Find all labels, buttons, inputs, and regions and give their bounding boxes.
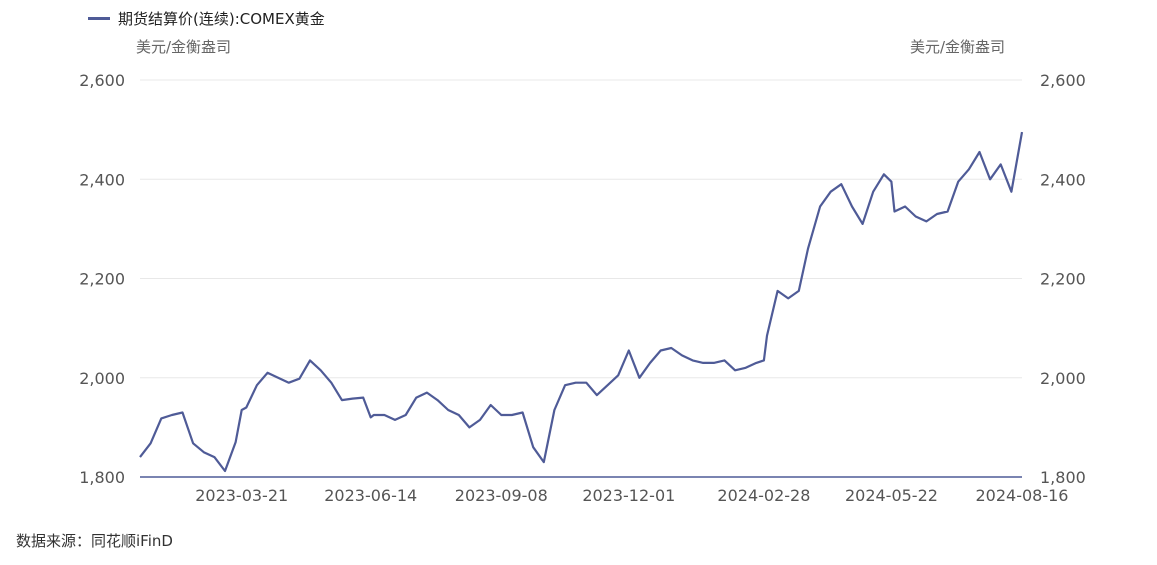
legend-line-swatch <box>88 17 110 20</box>
y-tick-label-left: 1,800 <box>79 468 125 487</box>
chart-legend: 期货结算价(连续):COMEX黄金 <box>88 8 325 29</box>
x-tick-label: 2024-08-16 <box>976 486 1069 505</box>
right-axis-unit: 美元/金衡盎司 <box>910 38 1006 56</box>
price-series-line <box>139 131 1024 473</box>
y-tick-label-right: 2,200 <box>1040 270 1086 289</box>
x-tick-label: 2023-03-21 <box>195 486 288 505</box>
x-tick-label: 2023-09-08 <box>455 486 548 505</box>
y-tick-label-right: 2,600 <box>1040 71 1086 90</box>
x-tick-label: 2023-06-14 <box>324 486 417 505</box>
y-tick-label-left: 2,600 <box>79 71 125 90</box>
y-tick-label-left: 2,400 <box>79 170 125 189</box>
data-source-note: 数据来源：同花顺iFinD <box>16 532 173 550</box>
y-tick-label-right: 2,000 <box>1040 369 1086 388</box>
left-axis-unit: 美元/金衡盎司 <box>136 38 232 56</box>
x-tick-label: 2023-12-01 <box>582 486 675 505</box>
legend-label: 期货结算价(连续):COMEX黄金 <box>118 10 325 28</box>
y-tick-label-left: 2,000 <box>79 369 125 388</box>
y-tick-label-left: 2,200 <box>79 270 125 289</box>
y-tick-label-right: 1,800 <box>1040 468 1086 487</box>
x-tick-label: 2024-02-28 <box>717 486 810 505</box>
y-tick-label-right: 2,400 <box>1040 170 1086 189</box>
x-tick-label: 2024-05-22 <box>845 486 938 505</box>
